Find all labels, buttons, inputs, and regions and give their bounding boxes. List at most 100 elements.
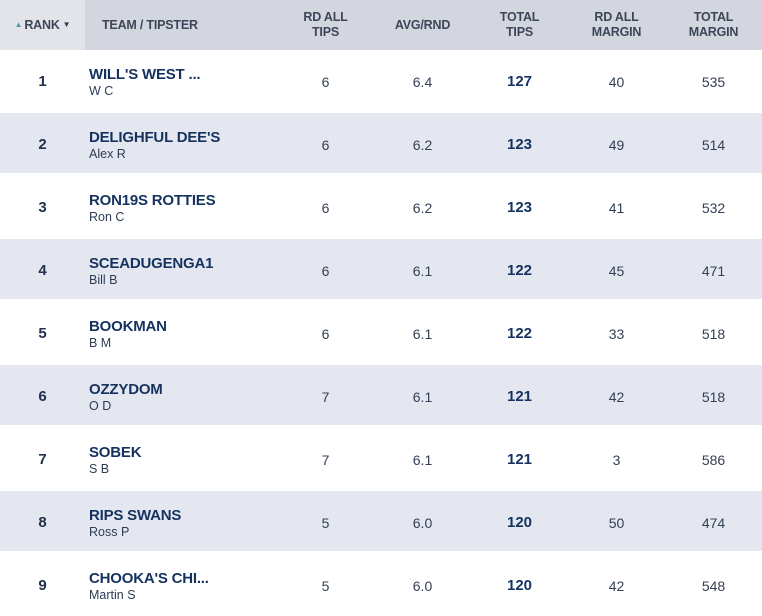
team-cell: DELIGHFUL DEE'S Alex R (85, 113, 277, 176)
total-tips-cell: 122 (506, 262, 533, 279)
total-margin-cell: 518 (701, 325, 726, 342)
avg-rnd-cell: 6.1 (412, 388, 433, 405)
rank-value: 5 (38, 325, 47, 342)
rd-all-tips-cell: 5 (321, 514, 330, 531)
column-header-rd-all-margin-line1: RD ALL (594, 10, 639, 25)
tipster-name: O D (89, 398, 112, 413)
sort-descending-icon[interactable]: ▼ (62, 20, 71, 29)
table-row: 3 RON19S ROTTIES Ron C 6 6.2 123 41 532 (0, 176, 762, 239)
rank-value: 2 (38, 136, 47, 153)
rd-all-margin-cell: 49 (608, 136, 625, 153)
column-header-avg-rnd[interactable]: AVG/RND (374, 0, 471, 50)
rd-all-margin-cell: 3 (612, 451, 621, 468)
column-header-total-margin[interactable]: TOTAL MARGIN (665, 0, 762, 50)
table-row: 1 WILL'S WEST ... W C 6 6.4 127 40 535 (0, 50, 762, 113)
column-header-rd-all-margin[interactable]: RD ALL MARGIN (568, 0, 665, 50)
rd-all-tips-cell: 6 (321, 325, 330, 342)
avg-rnd-cell: 6.1 (412, 451, 433, 468)
table-row: 6 OZZYDOM O D 7 6.1 121 42 518 (0, 365, 762, 428)
rd-all-margin-cell: 41 (608, 199, 625, 216)
rank-cell: 8 (0, 491, 85, 554)
team-cell: OZZYDOM O D (85, 365, 277, 428)
total-margin-cell: 586 (701, 451, 726, 468)
total-tips-cell: 122 (506, 325, 533, 342)
rank-cell: 1 (0, 50, 85, 113)
tipster-name: Ross P (89, 524, 130, 539)
column-header-rd-all-margin-line2: MARGIN (591, 25, 642, 39)
tipster-name: S B (89, 461, 110, 476)
team-name: CHOOKA'S CHI... (89, 569, 209, 587)
total-margin-cell: 548 (701, 577, 726, 594)
total-margin-cell: 514 (701, 136, 726, 153)
table-row: 2 DELIGHFUL DEE'S Alex R 6 6.2 123 49 51… (0, 113, 762, 176)
rd-all-tips-cell: 6 (321, 73, 330, 90)
rank-cell: 7 (0, 428, 85, 491)
team-cell: RIPS SWANS Ross P (85, 491, 277, 554)
team-name: BOOKMAN (89, 317, 167, 335)
rank-value: 7 (38, 451, 47, 468)
team-name: WILL'S WEST ... (89, 65, 201, 83)
column-header-rd-all-tips[interactable]: RD ALL TIPS (277, 0, 374, 50)
total-margin-cell: 518 (701, 388, 726, 405)
avg-rnd-cell: 6.1 (412, 262, 433, 279)
tipster-name: Alex R (89, 146, 126, 161)
column-header-total-tips-line1: TOTAL (499, 10, 540, 25)
rank-cell: 5 (0, 302, 85, 365)
total-tips-cell: 123 (506, 199, 533, 216)
rd-all-margin-cell: 33 (608, 325, 625, 342)
table-body: 1 WILL'S WEST ... W C 6 6.4 127 40 535 2… (0, 50, 762, 616)
rank-cell: 3 (0, 176, 85, 239)
team-cell: WILL'S WEST ... W C (85, 50, 277, 113)
table-header-row: ▲ RANK ▼ TEAM / TIPSTER RD ALL TIPS AVG/… (0, 0, 762, 50)
rank-value: 4 (38, 262, 47, 279)
rank-value: 3 (38, 199, 47, 216)
rd-all-tips-cell: 6 (321, 199, 330, 216)
column-header-rank[interactable]: ▲ RANK ▼ (0, 0, 85, 50)
avg-rnd-cell: 6.4 (412, 73, 433, 90)
table-row: 8 RIPS SWANS Ross P 5 6.0 120 50 474 (0, 491, 762, 554)
tipster-name: Ron C (89, 209, 125, 224)
team-name: OZZYDOM (89, 380, 163, 398)
column-header-rd-all-tips-line2: TIPS (312, 25, 339, 39)
team-name: RIPS SWANS (89, 506, 182, 524)
sort-ascending-icon[interactable]: ▲ (14, 20, 23, 29)
column-header-avg-rnd-label: AVG/RND (394, 17, 451, 32)
total-tips-cell: 123 (506, 136, 533, 153)
team-cell: CHOOKA'S CHI... Martin S (85, 554, 277, 616)
column-header-team-tipster[interactable]: TEAM / TIPSTER (85, 0, 277, 50)
column-header-total-margin-line1: TOTAL (693, 10, 734, 25)
total-tips-cell: 127 (506, 73, 533, 90)
total-margin-cell: 471 (701, 262, 726, 279)
team-name: SOBEK (89, 443, 142, 461)
total-tips-cell: 121 (506, 388, 533, 405)
total-margin-cell: 532 (701, 199, 726, 216)
tipster-name: W C (89, 83, 114, 98)
tipster-name: Martin S (89, 587, 136, 602)
team-cell: BOOKMAN B M (85, 302, 277, 365)
team-name: DELIGHFUL DEE'S (89, 128, 221, 146)
rank-value: 6 (38, 388, 47, 405)
column-header-rank-label: RANK (24, 17, 60, 32)
team-cell: SCEADUGENGA1 Bill B (85, 239, 277, 302)
rd-all-margin-cell: 42 (608, 577, 625, 594)
rd-all-tips-cell: 6 (321, 262, 330, 279)
column-header-rd-all-tips-line1: RD ALL (303, 10, 348, 25)
table-row: 5 BOOKMAN B M 6 6.1 122 33 518 (0, 302, 762, 365)
column-header-team-tipster-label: TEAM / TIPSTER (102, 17, 198, 32)
rank-value: 1 (38, 73, 47, 90)
total-margin-cell: 474 (701, 514, 726, 531)
rd-all-margin-cell: 42 (608, 388, 625, 405)
column-header-total-tips-line2: TIPS (506, 25, 533, 39)
rank-value: 8 (38, 514, 47, 531)
column-header-total-margin-line2: MARGIN (688, 25, 739, 39)
rd-all-tips-cell: 7 (321, 451, 330, 468)
rd-all-tips-cell: 5 (321, 577, 330, 594)
avg-rnd-cell: 6.2 (412, 199, 433, 216)
total-tips-cell: 120 (506, 577, 533, 594)
column-header-total-tips[interactable]: TOTAL TIPS (471, 0, 568, 50)
table-row: 4 SCEADUGENGA1 Bill B 6 6.1 122 45 471 (0, 239, 762, 302)
team-name: RON19S ROTTIES (89, 191, 216, 209)
team-name: SCEADUGENGA1 (89, 254, 214, 272)
rd-all-margin-cell: 40 (608, 73, 625, 90)
